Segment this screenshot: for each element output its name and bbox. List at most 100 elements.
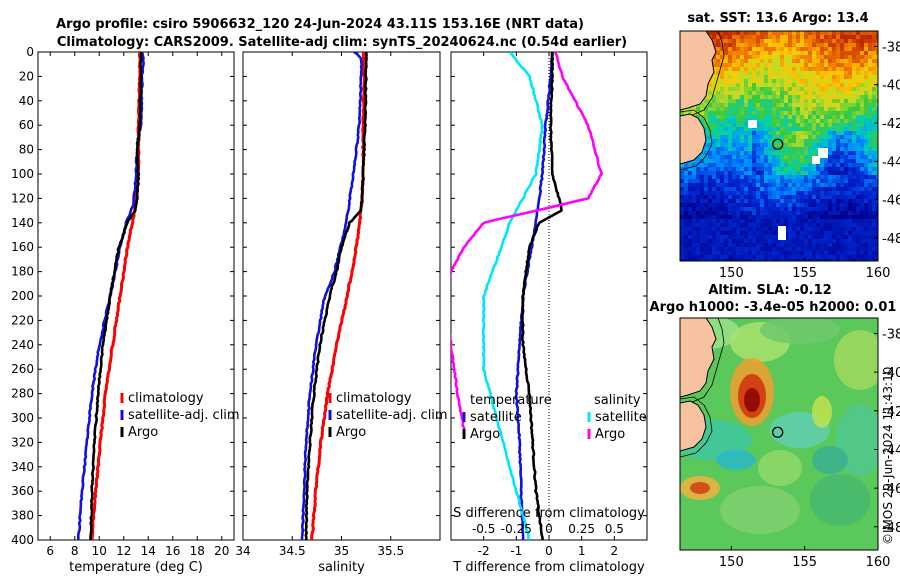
sst-cell bbox=[812, 195, 817, 200]
map-y-tick-label: -48 bbox=[882, 232, 900, 247]
sst-cell bbox=[740, 91, 745, 96]
sst-cell bbox=[828, 135, 833, 140]
sst-cell bbox=[824, 179, 829, 184]
sst-cell bbox=[808, 235, 813, 240]
figure-title-line1: Argo profile: csiro 5906632_120 24-Jun-2… bbox=[56, 17, 584, 32]
sst-cell bbox=[716, 231, 721, 236]
sst-cell bbox=[820, 43, 825, 48]
sst-cell bbox=[812, 199, 817, 204]
sst-cell bbox=[740, 115, 745, 120]
sst-cell bbox=[740, 159, 745, 164]
sst-cell bbox=[788, 67, 793, 72]
sst-cell bbox=[828, 47, 833, 52]
sst-cell bbox=[868, 251, 873, 256]
sst-cell bbox=[812, 183, 817, 188]
sst-cell bbox=[784, 55, 789, 60]
sst-cell bbox=[812, 163, 817, 168]
sst-cell bbox=[708, 203, 713, 208]
sst-cell bbox=[748, 39, 753, 44]
sst-cell bbox=[732, 127, 737, 132]
sst-cell bbox=[744, 35, 749, 40]
sst-cell bbox=[704, 207, 709, 212]
sst-cell bbox=[848, 175, 853, 180]
sst-cell bbox=[756, 135, 761, 140]
sst-cell bbox=[772, 91, 777, 96]
x-tick-label: 20 bbox=[214, 544, 229, 558]
sst-cell bbox=[840, 83, 845, 88]
sst-cell bbox=[736, 143, 741, 148]
sst-cell bbox=[876, 155, 878, 160]
sst-cell bbox=[708, 147, 713, 152]
sst-cell bbox=[728, 39, 733, 44]
sst-cell bbox=[752, 107, 757, 112]
sst-cell bbox=[800, 123, 805, 128]
series-line-salinity-argo bbox=[451, 52, 604, 431]
secondary-x-tick-label: 0.25 bbox=[568, 522, 595, 536]
sst-cell bbox=[752, 211, 757, 216]
sst-cell bbox=[840, 155, 845, 160]
sst-cell bbox=[876, 239, 878, 244]
sst-cell bbox=[812, 91, 817, 96]
sst-cell bbox=[692, 243, 697, 248]
sst-cell bbox=[840, 187, 845, 192]
sst-cell bbox=[836, 67, 841, 72]
sst-cell bbox=[776, 255, 781, 260]
sst-cell bbox=[736, 207, 741, 212]
sst-cell bbox=[836, 95, 841, 100]
sst-cell bbox=[764, 255, 769, 260]
sst-cell bbox=[748, 231, 753, 236]
sst-cell bbox=[708, 163, 713, 168]
sst-cell bbox=[836, 243, 841, 248]
sst-cell bbox=[876, 223, 878, 228]
sst-cell bbox=[688, 191, 693, 196]
sst-cell bbox=[744, 155, 749, 160]
sst-cell bbox=[712, 235, 717, 240]
sst-cell bbox=[808, 95, 813, 100]
sst-cell bbox=[756, 159, 761, 164]
sst-cell bbox=[860, 167, 865, 172]
sst-cell bbox=[804, 163, 809, 168]
sst-cell bbox=[772, 107, 777, 112]
sst-cell bbox=[828, 51, 833, 56]
sst-cell bbox=[864, 75, 869, 80]
sst-cell bbox=[824, 119, 829, 124]
sst-cell bbox=[868, 231, 873, 236]
sst-cell bbox=[800, 99, 805, 104]
sst-cell bbox=[788, 83, 793, 88]
sst-cell bbox=[756, 79, 761, 84]
sst-cell bbox=[872, 139, 877, 144]
sst-cell bbox=[780, 47, 785, 52]
sst-cell bbox=[732, 151, 737, 156]
sst-cell bbox=[720, 95, 725, 100]
sst-cell bbox=[840, 79, 845, 84]
sst-cell bbox=[744, 55, 749, 60]
sst-cell bbox=[736, 71, 741, 76]
sst-cell bbox=[696, 211, 701, 216]
sst-cell bbox=[708, 259, 713, 261]
sst-cell bbox=[736, 31, 741, 36]
sst-cell bbox=[872, 135, 877, 140]
sst-cell bbox=[824, 59, 829, 64]
x-tick-label: 12 bbox=[116, 544, 131, 558]
sst-cell bbox=[712, 187, 717, 192]
sst-cell bbox=[728, 67, 733, 72]
sst-cell bbox=[764, 239, 769, 244]
sst-cell bbox=[832, 75, 837, 80]
sst-cell bbox=[708, 103, 713, 108]
sst-cell bbox=[872, 87, 877, 92]
sst-cell bbox=[780, 99, 785, 104]
sst-cell bbox=[716, 67, 721, 72]
sst-cell bbox=[732, 231, 737, 236]
sst-cell bbox=[836, 143, 841, 148]
sst-cell bbox=[796, 255, 801, 260]
y-tick-label: 20 bbox=[19, 69, 34, 83]
sst-cell bbox=[820, 259, 825, 261]
sst-cell bbox=[680, 171, 685, 176]
sst-cell bbox=[760, 55, 765, 60]
sst-cell bbox=[860, 59, 865, 64]
sst-cell bbox=[868, 99, 873, 104]
sst-cell bbox=[808, 187, 813, 192]
sst-cell bbox=[760, 199, 765, 204]
sst-cell bbox=[812, 83, 817, 88]
sst-cell bbox=[712, 143, 717, 148]
